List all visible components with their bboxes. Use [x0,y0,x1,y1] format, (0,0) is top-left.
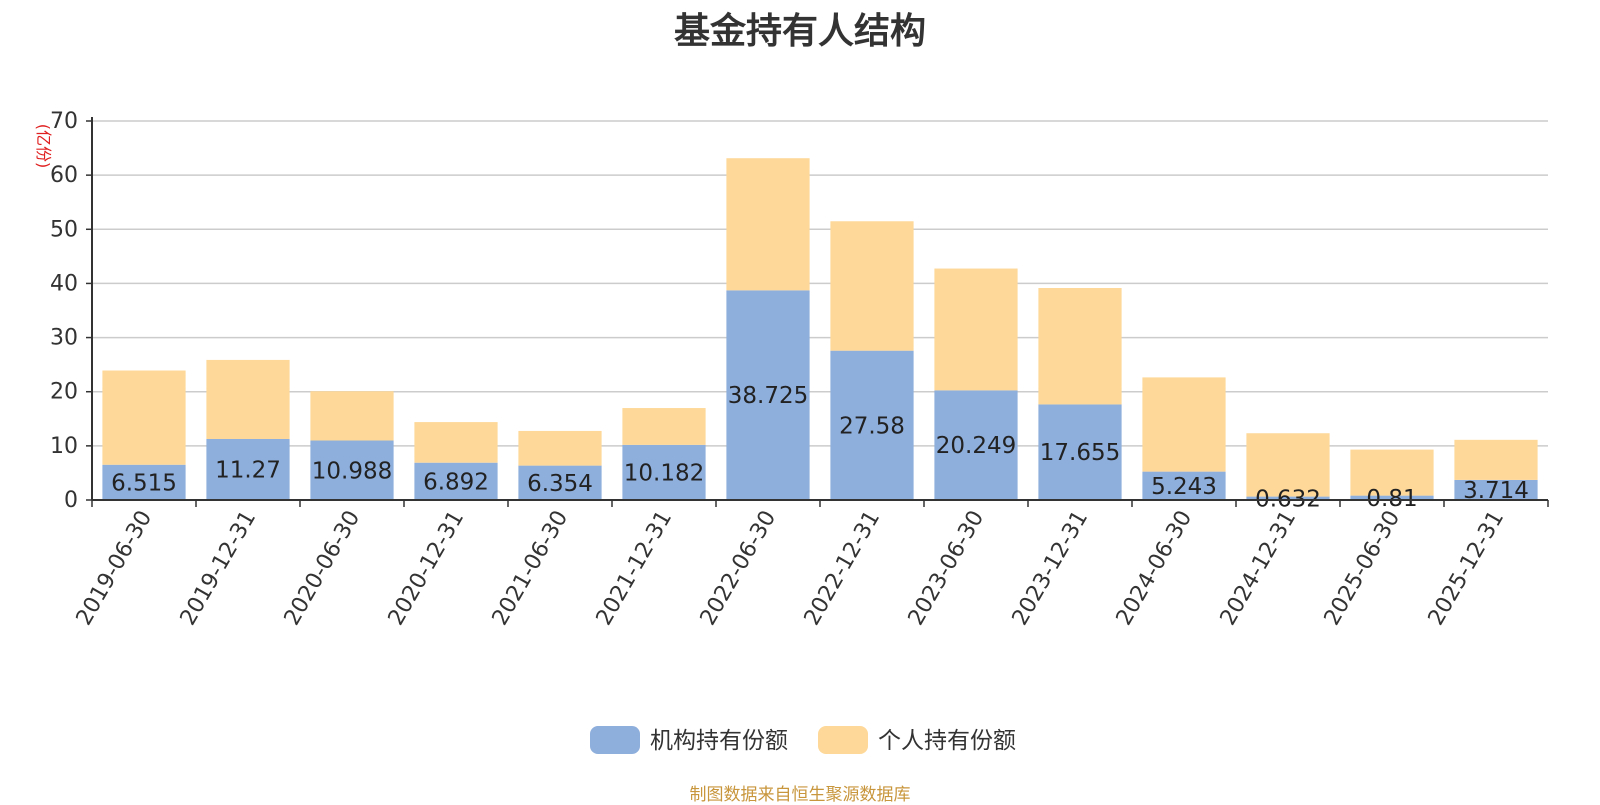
y-axis-unit-label: (亿份) [34,124,53,169]
chart-title: 基金持有人结构 [673,11,926,52]
bar-individual [414,422,498,463]
y-tick-label: 40 [50,271,78,296]
bar-institutional [206,438,290,500]
legend-swatch-individual [818,726,868,754]
y-tick-label: 0 [64,488,78,513]
bar-data-label: 17.655 [1040,440,1120,466]
bar-data-label: 6.515 [111,470,177,496]
bar-data-label: 27.58 [839,413,905,439]
bar-institutional [518,465,602,500]
bar-data-label: 11.27 [215,457,281,483]
bar-data-label: 10.988 [312,458,392,484]
bar-data-label: 20.249 [936,433,1016,459]
bar-individual [622,408,706,445]
x-tick-label: 2025-12-31 [1424,507,1510,630]
x-tick-label: 2021-12-31 [592,507,678,630]
bar-data-label: 10.182 [624,460,704,486]
y-tick-label: 70 [50,109,78,134]
x-tick-label: 2019-12-31 [176,507,262,630]
x-tick-label: 2025-06-30 [1320,507,1406,630]
y-tick-label: 50 [50,217,78,242]
y-tick-label: 10 [50,434,78,459]
bar-individual [102,370,186,465]
bar-institutional [726,290,810,500]
bar-individual [934,268,1018,391]
x-tick-label: 2024-12-31 [1216,507,1302,630]
bar-institutional [1454,479,1538,500]
bar-data-label: 5.243 [1151,474,1217,500]
bar-individual [206,359,290,439]
source-note: 制图数据来自恒生聚源数据库 [689,785,911,805]
bar-individual [518,430,602,466]
bar-institutional [414,462,498,500]
bar-individual [1454,439,1538,480]
x-tick-label: 2022-12-31 [800,507,886,630]
bar-individual [310,391,394,441]
x-tick-label: 2024-06-30 [1112,507,1198,630]
bar-individual [830,221,914,351]
bar-individual [1246,433,1330,497]
x-tick-label: 2023-06-30 [904,507,990,630]
bar-individual [1142,377,1226,472]
legend-label-individual: 个人持有份额 [878,728,1016,754]
x-tick-label: 2021-06-30 [488,507,574,630]
bar-institutional [1142,471,1226,500]
legend-label-institutional: 机构持有份额 [650,728,788,754]
x-tick-label: 2020-12-31 [384,507,470,630]
bar-institutional [934,390,1018,500]
legend-swatch-institutional [590,726,640,754]
y-tick-label: 60 [50,163,78,188]
y-tick-label: 30 [50,326,78,351]
x-tick-label: 2020-06-30 [280,507,366,630]
bar-institutional [1038,404,1122,500]
bar-institutional [622,444,706,500]
bar-individual [726,158,810,291]
bar-institutional [1246,496,1330,500]
bar-institutional [102,464,186,500]
bar-data-label: 6.892 [423,469,489,495]
x-tick-label: 2019-06-30 [72,507,158,630]
bar-data-label: 0.81 [1366,486,1417,512]
bar-individual [1038,288,1122,405]
x-tick-label: 2022-06-30 [696,507,782,630]
bar-data-label: 38.725 [728,383,808,409]
y-tick-label: 20 [50,380,78,405]
x-tick-label: 2023-12-31 [1008,507,1094,630]
bar-institutional [830,350,914,500]
bar-institutional [1350,495,1434,500]
bar-institutional [310,440,394,500]
bar-individual [1350,449,1434,496]
bar-data-label: 6.354 [527,471,593,497]
